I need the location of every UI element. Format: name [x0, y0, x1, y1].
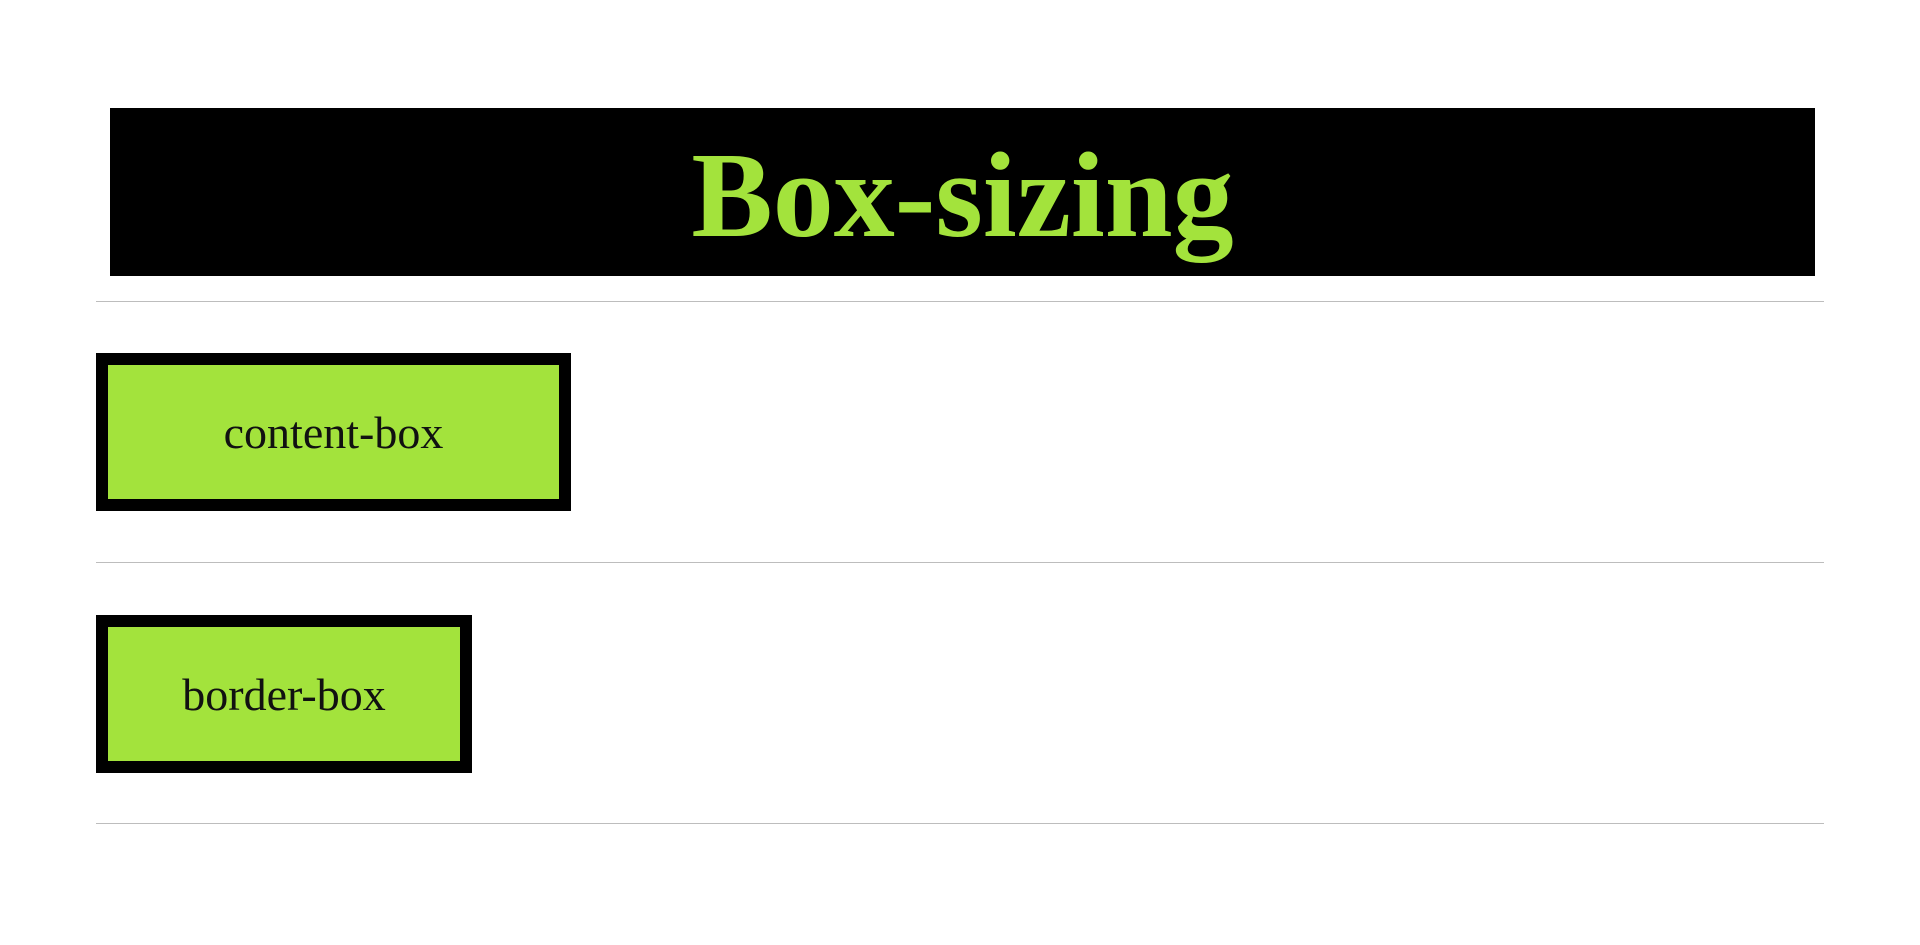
title-banner: Box-sizing — [110, 108, 1815, 276]
border-box-demo: border-box — [96, 615, 472, 773]
content-box-label: content-box — [223, 406, 444, 458]
page-title: Box-sizing — [691, 128, 1234, 263]
divider-top — [96, 301, 1824, 302]
border-box-label: border-box — [182, 668, 386, 720]
divider-middle — [96, 562, 1824, 563]
divider-bottom — [96, 823, 1824, 824]
content-box-demo: content-box — [96, 353, 571, 511]
